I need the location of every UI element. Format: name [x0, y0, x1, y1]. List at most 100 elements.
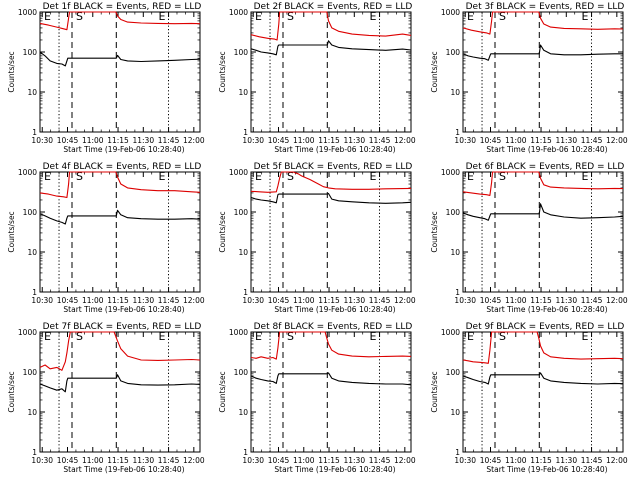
x-tick-label: 12:00 [183, 136, 205, 145]
x-tick-label: 10:30 [454, 136, 476, 145]
marker-letter: S [499, 170, 506, 183]
x-tick-label: 10:30 [454, 296, 476, 305]
lld-series-line [39, 171, 201, 199]
plot-frame [39, 331, 201, 453]
panel-det-1: Det 1f BLACK = Events, RED = LLD 1 10 100 10… [7, 2, 205, 154]
x-tick-label: 11:00 [293, 456, 315, 465]
marker-letter: E [44, 330, 51, 343]
events-series-line [39, 374, 201, 393]
marker-letter: S [287, 10, 294, 23]
y-axis-title: Counts/sec [218, 51, 227, 92]
y-axis-title: Counts/sec [218, 371, 227, 412]
x-axis-title: Start Time (19-Feb-06 10:28:40) [274, 145, 395, 154]
marker-letter: E [467, 330, 474, 343]
panel-title: Det 1f BLACK = Events, RED = LLD [43, 2, 202, 12]
x-tick-label: 12:00 [183, 296, 205, 305]
y-tick-label: 100 [446, 368, 461, 377]
x-tick-label: 11:15 [318, 296, 340, 305]
x-tick-label: 11:45 [158, 456, 180, 465]
lld-series-line [462, 171, 624, 196]
y-tick-label: 100 [446, 48, 461, 57]
x-tick-label: 11:15 [107, 296, 129, 305]
y-axis-title: Counts/sec [430, 371, 439, 412]
events-series-line [250, 372, 412, 386]
x-tick-label: 11:00 [293, 136, 315, 145]
lld-series-line [39, 11, 201, 31]
x-tick-label: 10:30 [242, 296, 264, 305]
x-tick-label: 11:00 [505, 136, 527, 145]
y-tick-label: 1 [455, 288, 460, 297]
x-tick-label: 11:45 [158, 136, 180, 145]
panel-title: Det 3f BLACK = Events, RED = LLD [466, 2, 625, 12]
panel-title: Det 2f BLACK = Events, RED = LLD [254, 2, 413, 12]
x-tick-label: 11:45 [581, 296, 603, 305]
x-tick-label: 10:30 [31, 136, 53, 145]
plot-frame [250, 11, 412, 133]
plot-frame [39, 11, 201, 133]
x-tick-label: 12:00 [606, 456, 628, 465]
panel-title: Det 4f BLACK = Events, RED = LLD [43, 162, 202, 172]
events-series-line [250, 192, 412, 204]
lld-series-line [462, 331, 624, 364]
marker-letter: S [287, 330, 294, 343]
marker-letter: S [287, 170, 294, 183]
x-tick-label: 11:15 [530, 136, 552, 145]
x-tick-label: 11:30 [132, 296, 154, 305]
plot-frame [462, 331, 624, 453]
x-tick-label: 11:15 [107, 136, 129, 145]
lld-series-line [250, 11, 412, 41]
x-tick-label: 11:00 [82, 296, 104, 305]
y-axis-title: Counts/sec [7, 371, 16, 412]
x-axis-title: Start Time (19-Feb-06 10:28:40) [486, 465, 607, 474]
y-tick-label: 1000 [441, 328, 460, 337]
marker-letter: E [370, 330, 377, 343]
y-tick-label: 100 [234, 48, 249, 57]
y-tick-label: 1000 [18, 328, 37, 337]
marker-letter: E [159, 170, 166, 183]
x-tick-label: 10:45 [480, 296, 502, 305]
x-tick-label: 10:30 [242, 136, 264, 145]
y-tick-label: 1000 [229, 328, 248, 337]
panel-det-5: Det 5f BLACK = Events, RED = LLD 1 10 100 10… [218, 162, 416, 314]
y-tick-label: 10 [27, 408, 37, 417]
y-tick-label: 100 [23, 208, 38, 217]
marker-letter: E [370, 170, 377, 183]
x-tick-label: 10:30 [454, 456, 476, 465]
x-axis-title: Start Time (19-Feb-06 10:28:40) [63, 305, 184, 314]
x-tick-label: 11:45 [158, 296, 180, 305]
x-tick-label: 12:00 [394, 456, 416, 465]
y-tick-label: 1 [455, 128, 460, 137]
y-tick-label: 1 [243, 288, 248, 297]
panel-det-6: Det 6f BLACK = Events, RED = LLD 1 10 100 10… [430, 162, 628, 314]
y-tick-label: 1 [32, 288, 37, 297]
x-tick-label: 10:30 [242, 456, 264, 465]
x-tick-label: 11:30 [343, 456, 365, 465]
marker-letter: E [159, 330, 166, 343]
x-tick-label: 11:00 [505, 296, 527, 305]
panel-det-3: Det 3f BLACK = Events, RED = LLD 1 10 100 10… [430, 2, 628, 154]
y-tick-label: 100 [234, 368, 249, 377]
y-tick-label: 1000 [18, 8, 37, 17]
lld-series-line [39, 331, 201, 371]
x-tick-label: 12:00 [183, 456, 205, 465]
x-tick-label: 11:00 [82, 136, 104, 145]
panel-title: Det 6f BLACK = Events, RED = LLD [466, 162, 625, 172]
x-tick-label: 11:30 [555, 136, 577, 145]
lld-series-line [250, 171, 412, 193]
marker-letter: S [499, 10, 506, 23]
marker-letter: E [582, 10, 589, 23]
events-series-line [462, 372, 624, 385]
y-axis-title: Counts/sec [7, 51, 16, 92]
x-tick-label: 11:45 [581, 456, 603, 465]
panel-det-9: Det 9f BLACK = Events, RED = LLD 1 10 100 10… [430, 322, 628, 474]
y-tick-label: 1000 [441, 8, 460, 17]
plot-frame [250, 331, 412, 453]
x-tick-label: 11:30 [343, 136, 365, 145]
x-tick-label: 11:15 [107, 456, 129, 465]
events-series-line [39, 209, 201, 225]
y-axis-title: Counts/sec [7, 211, 16, 252]
marker-letter: E [582, 330, 589, 343]
y-tick-label: 1 [455, 448, 460, 457]
y-tick-label: 1000 [229, 168, 248, 177]
x-tick-label: 10:45 [57, 296, 79, 305]
